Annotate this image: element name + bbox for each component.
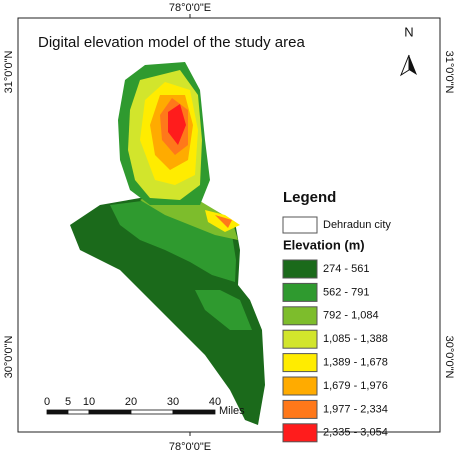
scale-label: 40 xyxy=(209,396,221,408)
legend-title: Legend xyxy=(283,189,336,206)
coord-label: 31°0'0"N xyxy=(3,51,15,94)
legend-label: 1,977 - 2,334 xyxy=(323,403,388,415)
scale-unit: Miles xyxy=(219,405,245,417)
legend-label: Dehradun city xyxy=(323,219,391,231)
legend-swatch xyxy=(282,353,318,373)
elevation-title: Elevation (m) xyxy=(283,237,365,252)
legend-swatch xyxy=(282,259,318,279)
legend-swatch xyxy=(282,306,318,326)
north-label: N xyxy=(404,24,413,39)
coord-label: 31°0'0"N xyxy=(443,51,455,94)
elevation-zone xyxy=(215,215,232,228)
legend-label: 562 - 791 xyxy=(323,286,369,298)
city-swatch xyxy=(282,216,318,234)
scale-segment xyxy=(172,409,216,415)
scale-segment xyxy=(46,409,69,415)
north-arrow: N xyxy=(399,24,417,77)
legend-label: 1,085 - 1,388 xyxy=(323,333,388,345)
scale-label: 30 xyxy=(167,396,179,408)
elevation-map xyxy=(70,62,265,425)
coord-label: 78°0'0"E xyxy=(169,441,211,453)
elevation-zone xyxy=(168,104,186,145)
map-title: Digital elevation model of the study are… xyxy=(38,34,305,51)
legend-label: 792 - 1,084 xyxy=(323,310,379,322)
legend-swatch xyxy=(282,329,318,349)
legend-label: 1,679 - 1,976 xyxy=(323,380,388,392)
scale-segment xyxy=(88,409,132,415)
coord-label: 78°0'0"E xyxy=(169,2,211,14)
legend: Legend Dehradun city Elevation (m) 274 -… xyxy=(282,189,391,443)
scale-label: 20 xyxy=(125,396,137,408)
scale-segment xyxy=(130,409,174,415)
legend-swatch xyxy=(282,282,318,302)
elevation-zone xyxy=(195,290,252,330)
legend-swatch xyxy=(282,423,318,443)
legend-label: 1,389 - 1,678 xyxy=(323,357,388,369)
legend-swatch xyxy=(282,376,318,396)
legend-label: 274 - 561 xyxy=(323,263,369,275)
scale-label: 5 xyxy=(65,396,71,408)
scale-segment xyxy=(67,409,90,415)
scale-label: 10 xyxy=(83,396,95,408)
coord-label: 30°0'0"N xyxy=(3,336,15,379)
scale-label: 0 xyxy=(44,396,50,408)
legend-label: 2,335 - 3,054 xyxy=(323,427,388,439)
legend-swatch xyxy=(282,399,318,419)
coord-label: 30°0'0"N xyxy=(443,336,455,379)
